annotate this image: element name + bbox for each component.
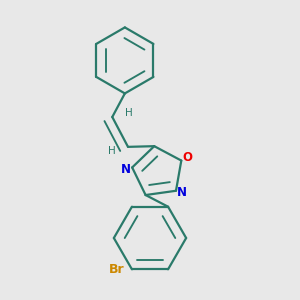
Text: N: N	[177, 186, 187, 199]
Text: Br: Br	[108, 263, 124, 276]
Text: H: H	[108, 146, 116, 156]
Text: O: O	[182, 151, 192, 164]
Text: N: N	[121, 163, 131, 176]
Text: H: H	[125, 108, 133, 118]
